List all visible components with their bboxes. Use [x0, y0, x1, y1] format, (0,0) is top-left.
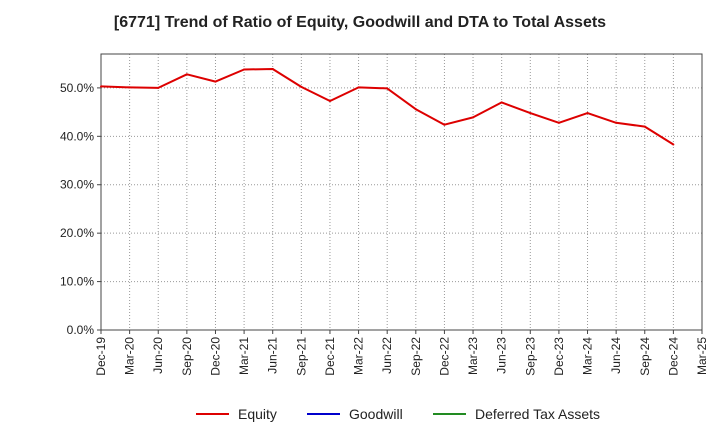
- data-point: [157, 86, 160, 89]
- plot-area-border: [100, 53, 703, 331]
- x-tick-label: Jun-24: [609, 337, 623, 374]
- x-tick-label: Dec-23: [552, 337, 566, 376]
- y-axis-ticks: 0.0% 10.0% 20.0% 30.0% 40.0% 50.0%: [60, 81, 101, 337]
- x-tick-label: Sep-22: [409, 337, 423, 376]
- x-tick-label: Mar-21: [237, 337, 251, 375]
- data-point: [300, 85, 303, 88]
- data-point: [500, 101, 503, 104]
- data-point: [615, 121, 618, 124]
- data-point: [271, 68, 274, 71]
- series-lines: [100, 68, 675, 146]
- data-point: [472, 116, 475, 119]
- series-line-equity: [100, 68, 674, 146]
- y-tick-label: 50.0%: [60, 81, 94, 95]
- x-tick-label: Mar-20: [123, 337, 137, 375]
- data-point: [328, 99, 331, 102]
- y-tick-label: 10.0%: [60, 275, 94, 289]
- data-point: [557, 121, 560, 124]
- data-point: [357, 86, 360, 89]
- data-point: [100, 85, 102, 88]
- legend-label-deferred-tax-assets: Deferred Tax Assets: [475, 406, 600, 422]
- x-axis-ticks: Dec-19 Mar-20 Jun-20 Sep-20 Dec-20 Mar-21 Jun-…: [94, 330, 709, 376]
- x-tick-label: Dec-21: [323, 337, 337, 376]
- data-point: [414, 108, 417, 111]
- x-tick-label: Sep-20: [180, 337, 194, 376]
- data-point: [443, 123, 446, 126]
- chart-title: [6771] Trend of Ratio of Equity, Goodwil…: [113, 14, 607, 31]
- data-point: [672, 143, 675, 146]
- x-tick-label: Dec-20: [208, 337, 222, 376]
- x-tick-label: Dec-22: [437, 337, 451, 376]
- x-tick-label: Dec-24: [666, 337, 680, 376]
- y-tick-label: 30.0%: [60, 178, 94, 192]
- data-point: [128, 86, 131, 89]
- x-tick-label: Mar-25: [695, 337, 709, 375]
- y-tick-label: 20.0%: [60, 226, 94, 240]
- data-point: [643, 125, 646, 128]
- x-tick-label: Jun-20: [151, 337, 165, 374]
- x-tick-label: Jun-22: [380, 337, 394, 374]
- legend-label-goodwill: Goodwill: [349, 406, 403, 422]
- x-tick-label: Jun-21: [266, 337, 280, 374]
- x-tick-label: Dec-19: [94, 337, 108, 376]
- x-tick-label: Mar-23: [466, 337, 480, 375]
- x-tick-label: Mar-24: [581, 337, 595, 375]
- data-point: [243, 68, 246, 71]
- legend-label-equity: Equity: [238, 406, 277, 422]
- data-point: [185, 73, 188, 76]
- x-tick-label: Sep-23: [523, 337, 537, 376]
- data-point: [529, 112, 532, 115]
- y-tick-label: 0.0%: [67, 323, 95, 337]
- x-tick-label: Sep-24: [638, 337, 652, 376]
- legend: Equity Goodwill Deferred Tax Assets: [196, 406, 600, 422]
- x-tick-label: Sep-21: [294, 337, 308, 376]
- data-point: [214, 80, 217, 83]
- data-point: [386, 87, 389, 90]
- data-point: [586, 112, 589, 115]
- y-tick-label: 40.0%: [60, 129, 94, 143]
- x-tick-label: Jun-23: [495, 337, 509, 374]
- grid-lines: [101, 54, 703, 330]
- x-tick-label: Mar-22: [352, 337, 366, 375]
